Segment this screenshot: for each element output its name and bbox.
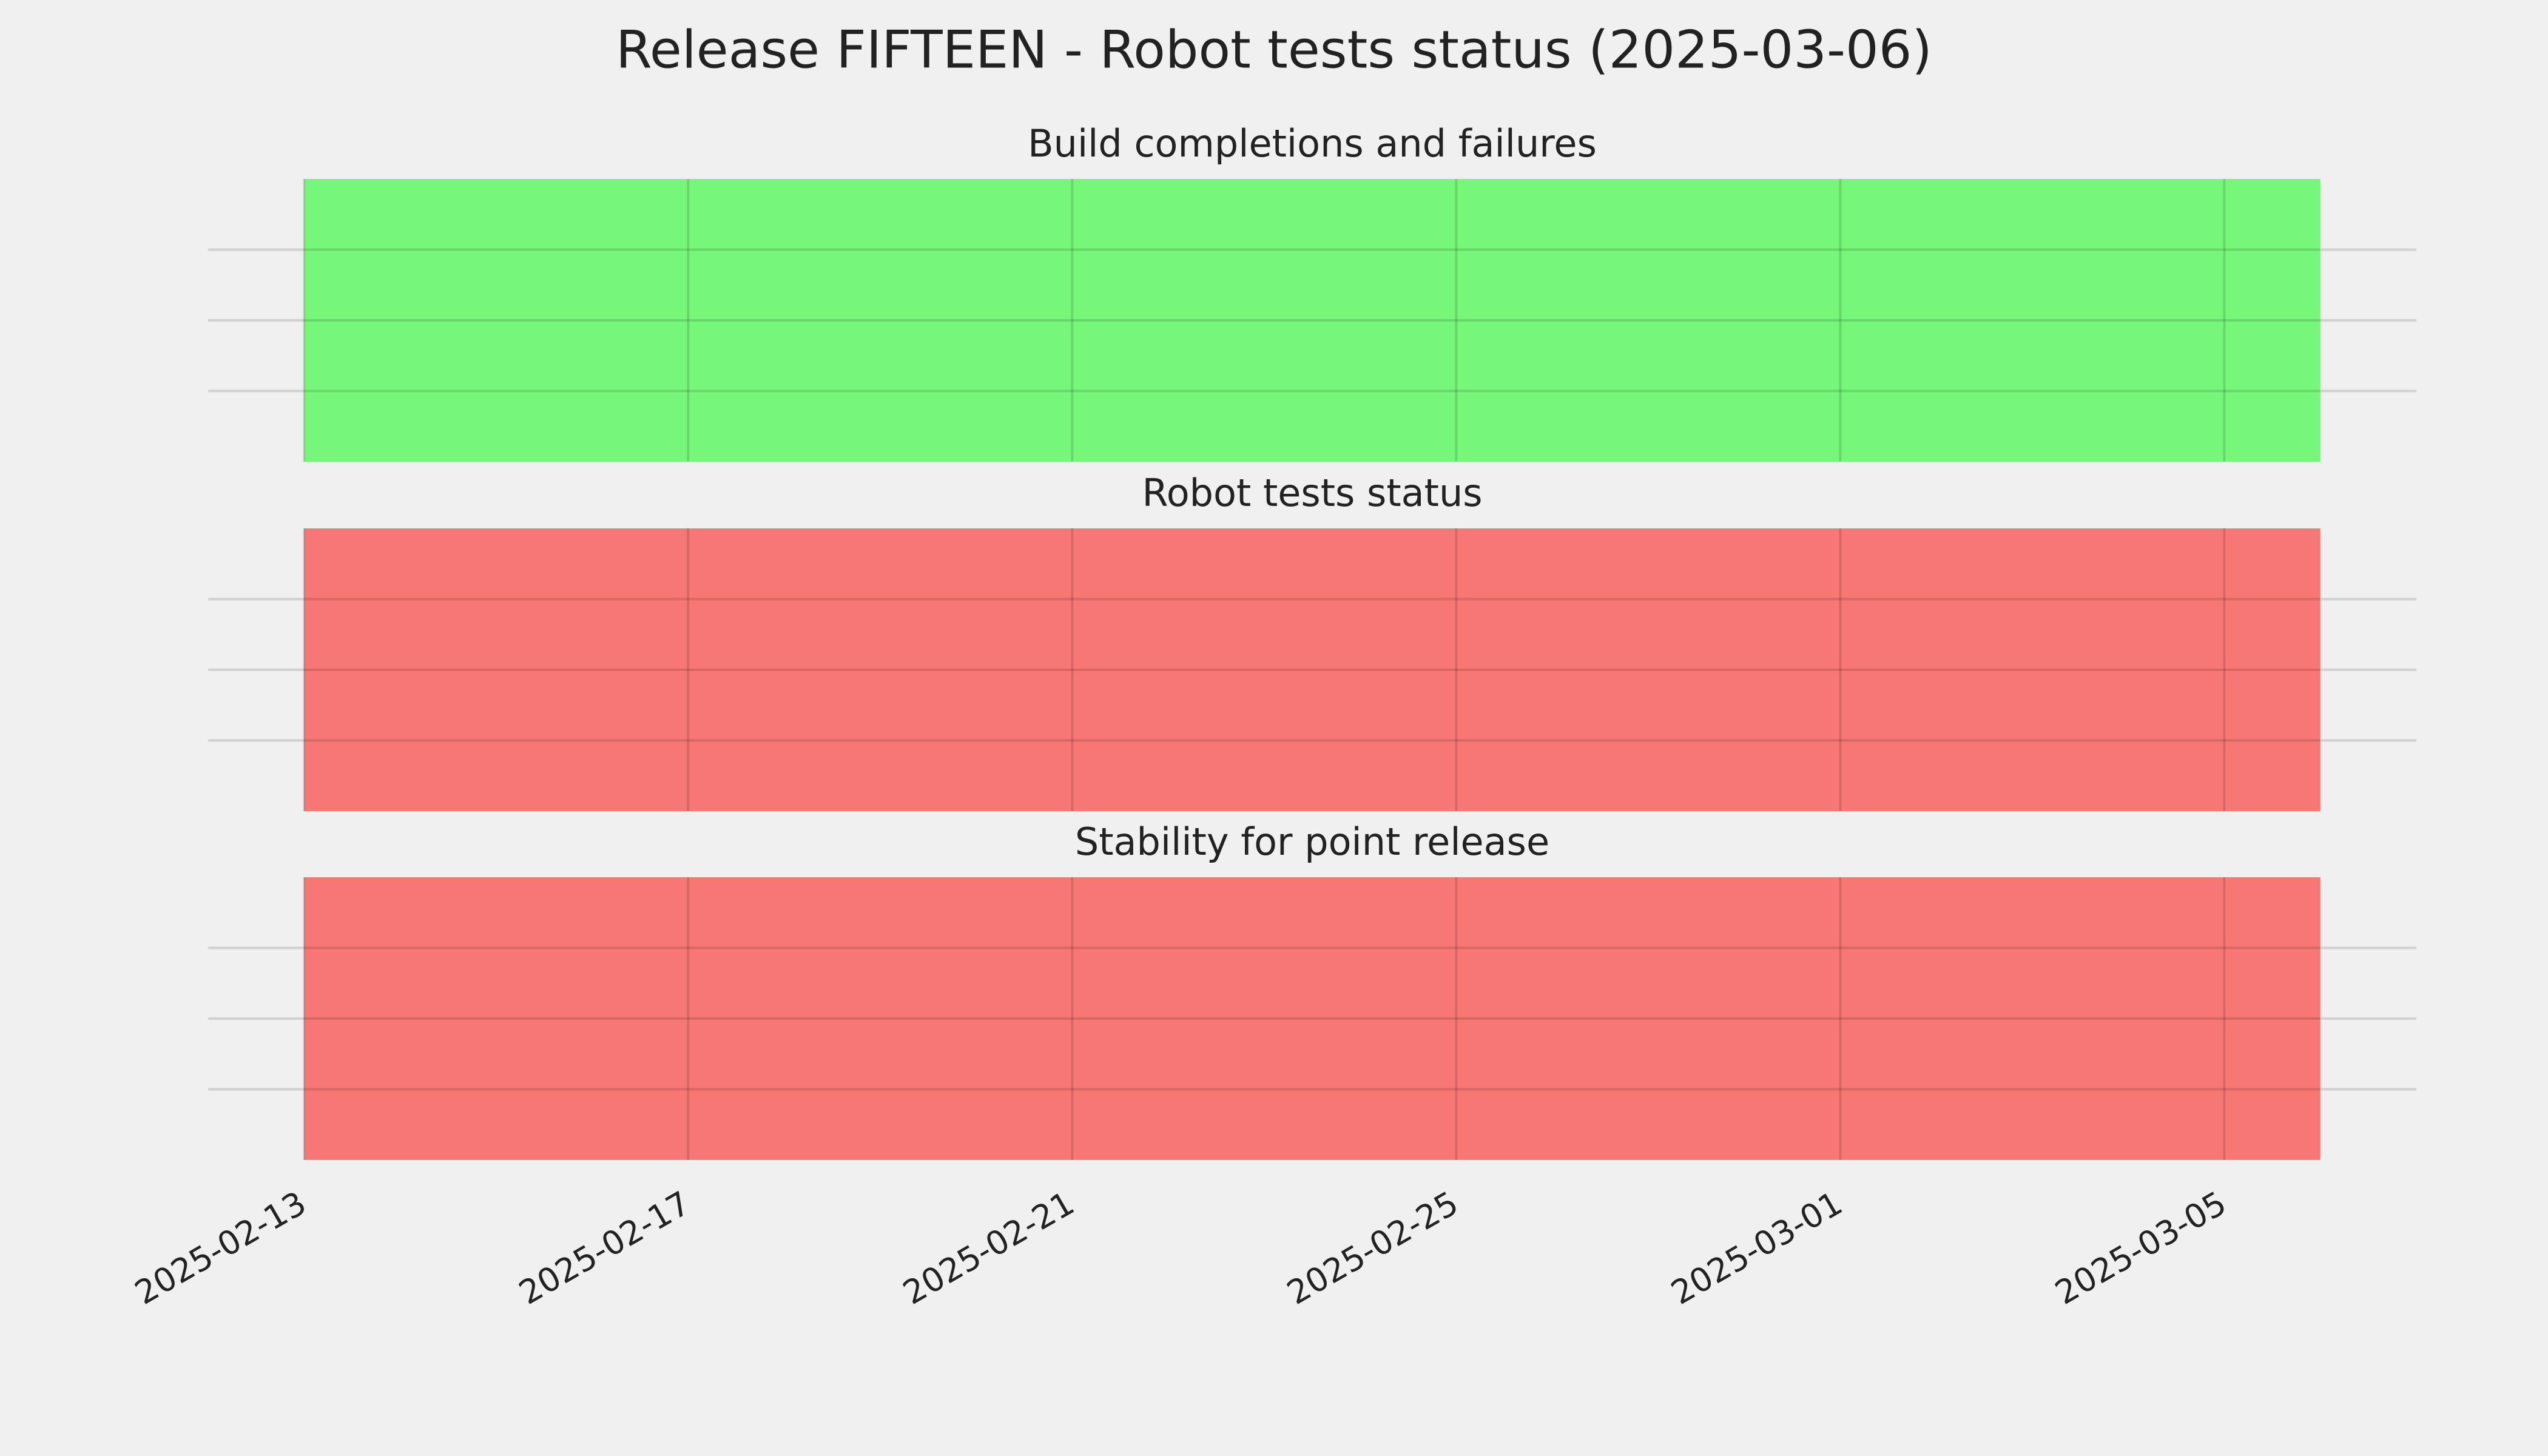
x-tick-label: 2025-02-13 <box>129 1184 312 1312</box>
x-tick-label: 2025-02-25 <box>1281 1184 1464 1312</box>
status-span <box>304 877 2320 1160</box>
chart-title: Release FIFTEEN - Robot tests status (20… <box>616 19 1932 80</box>
x-tick-label: 2025-03-05 <box>2049 1184 2233 1312</box>
x-tick-label: 2025-03-01 <box>1665 1184 1849 1312</box>
subplot-title: Robot tests status <box>1142 471 1482 515</box>
x-tick-label: 2025-02-21 <box>897 1184 1080 1312</box>
subplot-title: Stability for point release <box>1075 820 1549 864</box>
status-span <box>304 179 2320 462</box>
status-span <box>304 528 2320 811</box>
x-tick-label: 2025-02-17 <box>513 1184 696 1312</box>
subplot-title: Build completions and failures <box>1028 121 1597 166</box>
